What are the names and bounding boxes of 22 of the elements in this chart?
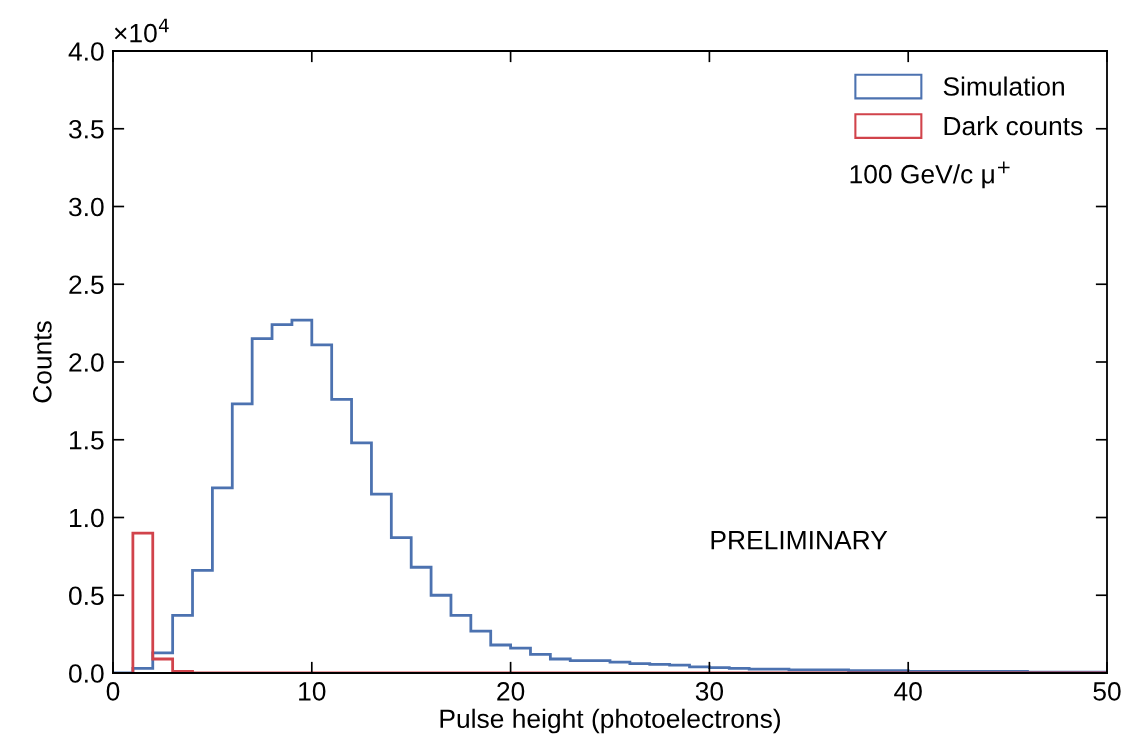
legend-label: Simulation (943, 76, 1064, 96)
y-tick-label: 2.5 (69, 275, 104, 295)
text: ×10$^{4}$ (114, 18, 169, 43)
x-tick-label: 10 (299, 682, 326, 701)
y-axis-title: Counts (32, 321, 52, 403)
x-tick-label: 40 (894, 682, 922, 701)
x-tick-label: 50 (1093, 682, 1121, 701)
x-axis-title: Pulse height (photoelectrons) (440, 708, 781, 734)
y-tick-label: 1.0 (70, 508, 104, 528)
annotation: 100 GeV/c μ$^{+}$ (850, 161, 1010, 189)
y-tick-label: 0.5 (69, 586, 104, 606)
x-tick-label: 0 (106, 682, 120, 701)
y-tick-label: 4.0 (68, 42, 104, 61)
legend-label: Dark counts (944, 115, 1083, 136)
x-tick-label: 30 (695, 682, 724, 701)
x-tick-label: 20 (497, 682, 525, 701)
y-tick-label: 1.5 (70, 431, 104, 450)
y-tick-label: 2.0 (69, 353, 104, 372)
y-tick-label: 3.5 (68, 119, 104, 139)
annotation: PRELIMINARY (711, 531, 888, 550)
y-tick-label: 3.0 (68, 197, 104, 217)
y-tick-label: 0.0 (69, 664, 104, 683)
